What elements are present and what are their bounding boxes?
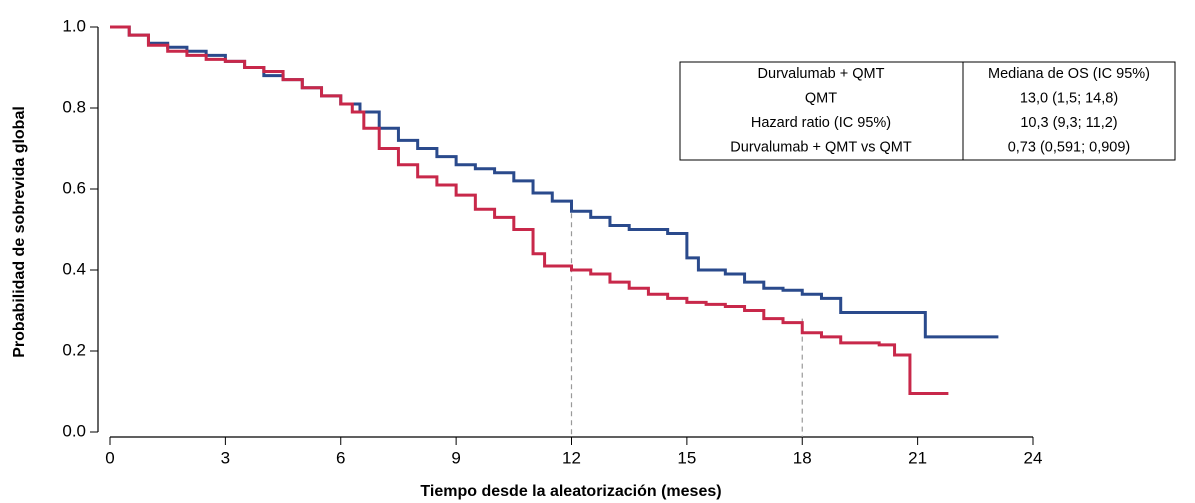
x-axis-label: Tiempo desde la aleatorización (meses): [420, 483, 721, 500]
x-tick-label: 6: [336, 448, 345, 467]
x-tick-label: 3: [221, 448, 230, 467]
y-tick-label: 0.2: [62, 340, 86, 359]
x-tick-label: 0: [105, 448, 114, 467]
table-box: [679, 61, 1176, 161]
x-tick-label: 21: [908, 448, 927, 467]
table-cell: QMT: [805, 90, 837, 106]
table-cell: Durvalumab + QMT vs QMT: [730, 139, 912, 155]
x-tick-label: 12: [562, 448, 581, 467]
x-tick-label: 9: [451, 448, 460, 467]
table-cell: Durvalumab + QMT: [758, 66, 885, 82]
x-tick-label: 24: [1024, 448, 1043, 467]
table-cell: 10,3 (9,3; 11,2): [1020, 115, 1117, 131]
y-tick-label: 1.0: [62, 16, 86, 35]
table-cell: Mediana de OS (IC 95%): [988, 66, 1150, 82]
table-cell: Hazard ratio (IC 95%): [751, 115, 891, 131]
y-tick-label: 0.4: [62, 259, 86, 278]
table-cell: 0,73 (0,591; 0,909): [1008, 139, 1131, 155]
y-axis-label: Probabilidad de sobrevida global: [11, 106, 28, 358]
y-tick-label: 0.8: [62, 97, 86, 116]
y-tick-label: 0.6: [62, 178, 86, 197]
survival-curve: [110, 25, 949, 396]
table-cell: 13,0 (1,5; 14,8): [1020, 90, 1118, 106]
y-tick-label: 0.0: [62, 421, 86, 440]
x-tick-label: 15: [677, 448, 696, 467]
x-tick-label: 18: [793, 448, 812, 467]
